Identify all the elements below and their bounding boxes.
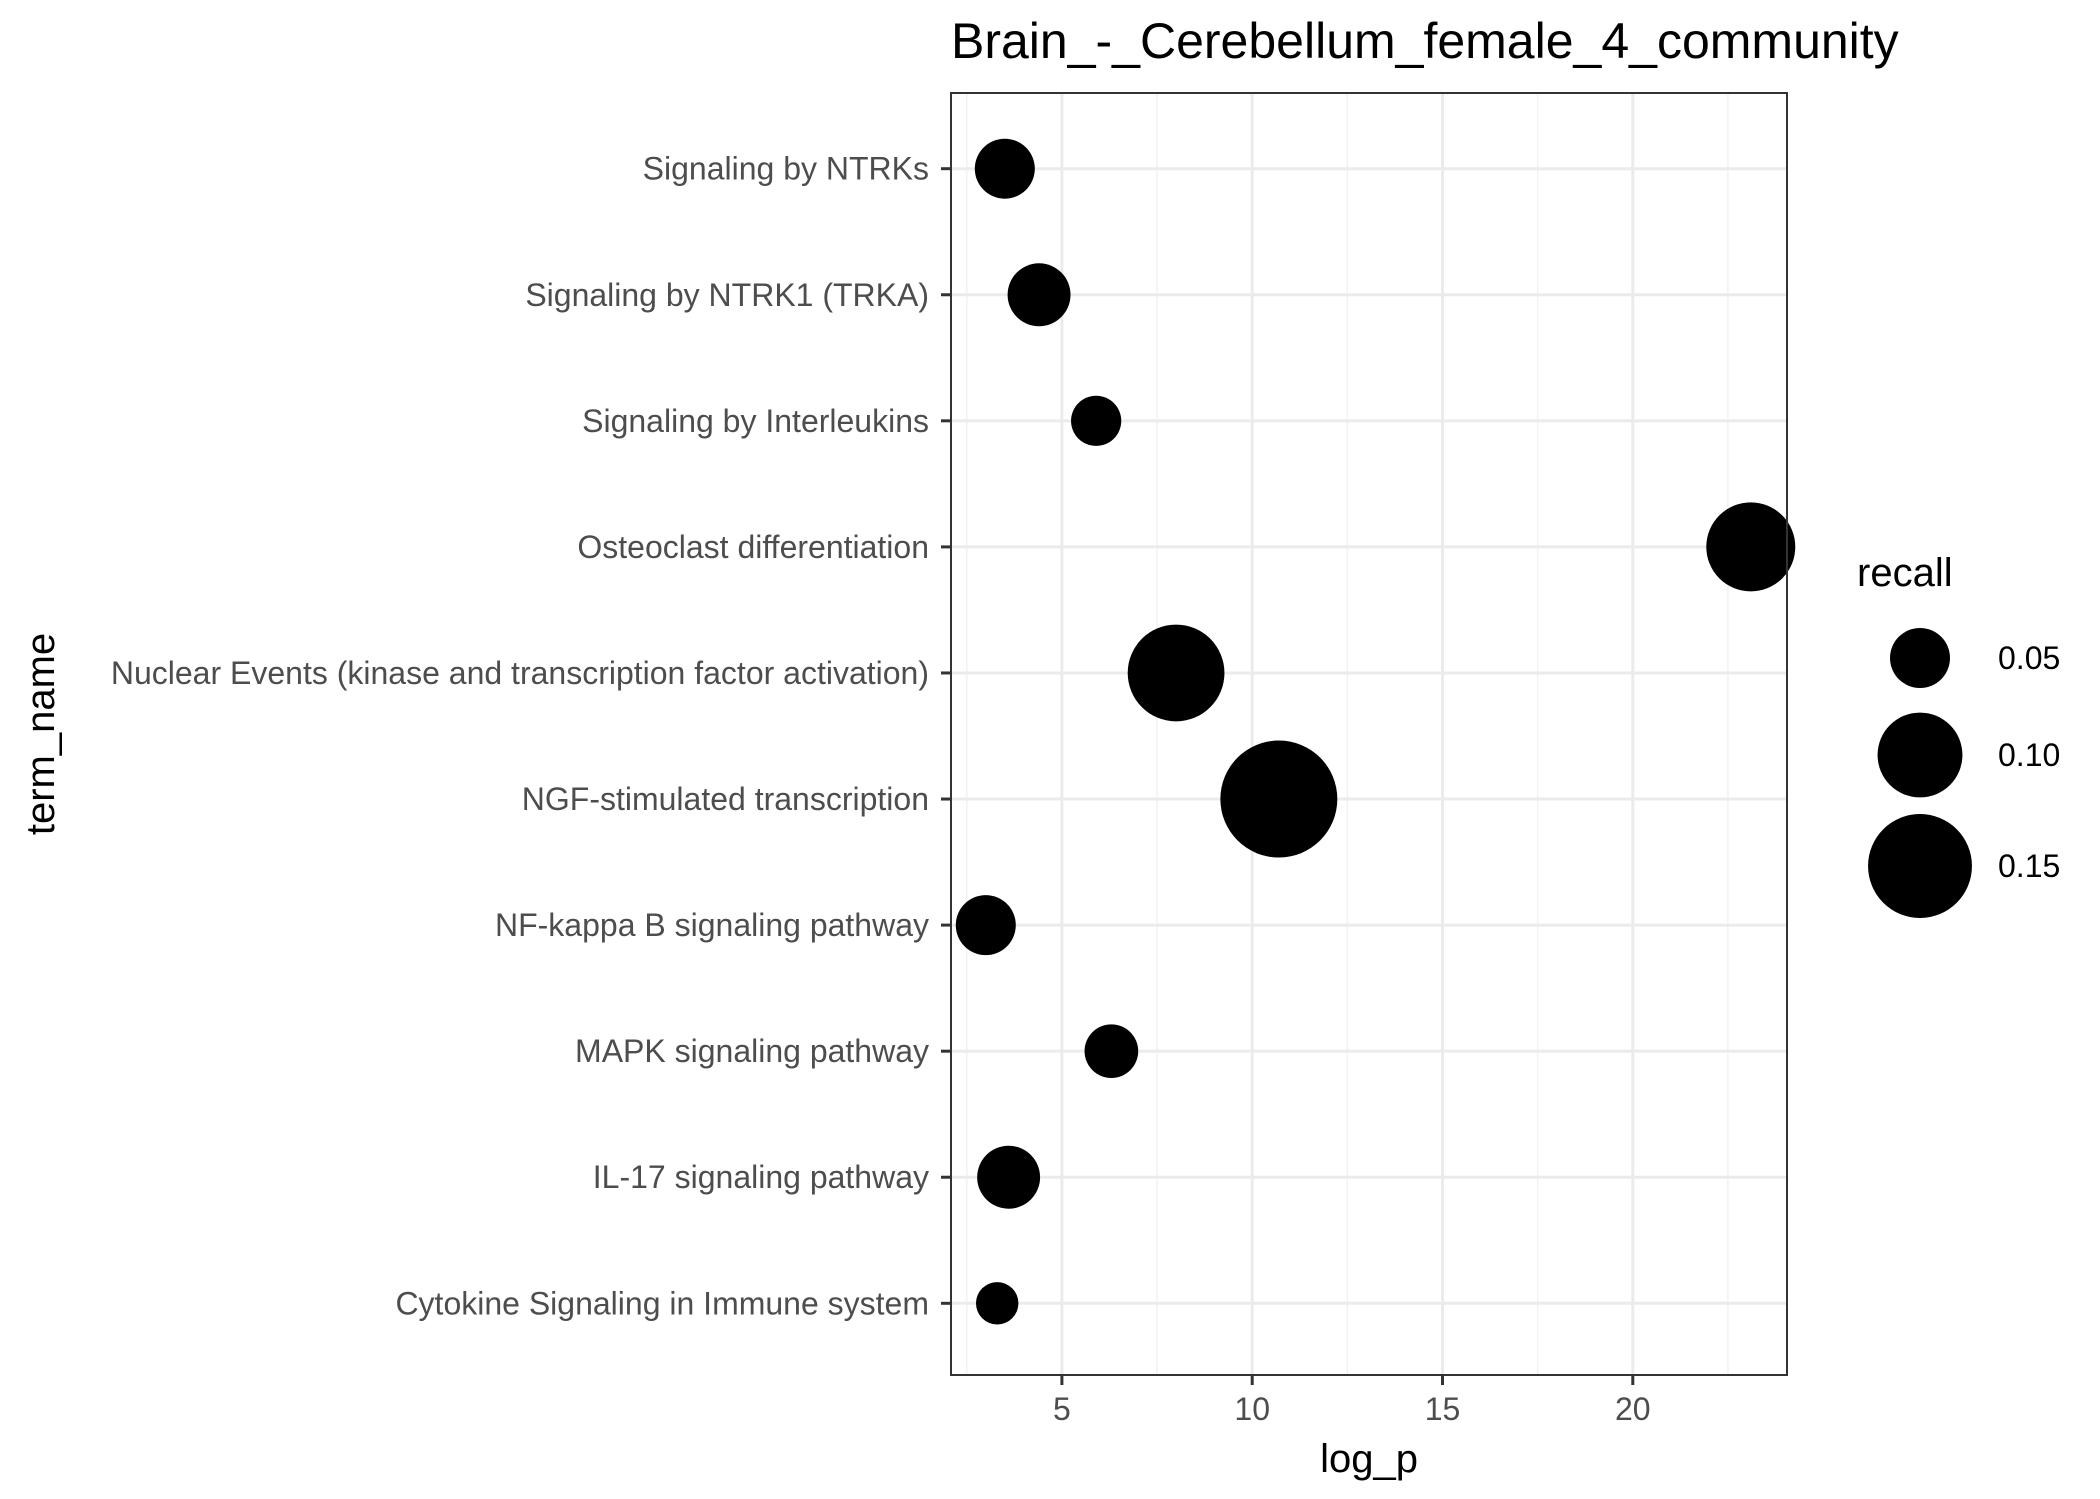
y-tick-label: Signaling by NTRKs <box>643 151 929 187</box>
y-axis-title: term_name <box>19 633 63 835</box>
data-points <box>955 138 1796 1325</box>
panel-background <box>951 93 1787 1375</box>
data-point <box>1220 740 1338 858</box>
data-point <box>974 138 1035 199</box>
data-point <box>977 1145 1041 1209</box>
y-tick-label: NF-kappa B signaling pathway <box>495 907 929 943</box>
recall-legend: recall 0.05 0.10 0.15 <box>1857 551 2060 918</box>
plot-panel <box>950 92 1796 1376</box>
chart-title: Brain_-_Cerebellum_female_4_community <box>951 13 1899 69</box>
legend-key-label: 0.05 <box>1998 640 2060 676</box>
data-point <box>1007 263 1071 327</box>
data-point <box>1127 624 1225 722</box>
data-point <box>955 895 1016 956</box>
legend-key-circle <box>1868 814 1972 918</box>
y-tick-label: MAPK signaling pathway <box>575 1033 929 1069</box>
legend-key-circle <box>1877 712 1963 798</box>
y-tick-label: IL-17 signaling pathway <box>593 1159 929 1195</box>
data-point <box>1084 1024 1139 1078</box>
x-tick-label: 15 <box>1425 1391 1461 1427</box>
x-axis: 5 10 15 20 <box>1053 1375 1651 1427</box>
x-tick-label: 10 <box>1234 1391 1270 1427</box>
y-tick-label: Nuclear Events (kinase and transcription… <box>111 655 929 691</box>
legend-key-label: 0.15 <box>1998 848 2060 884</box>
x-tick-label: 5 <box>1053 1391 1071 1427</box>
data-point <box>1071 395 1122 446</box>
y-axis: Cytokine Signaling in Immune system IL-17… <box>111 151 951 1321</box>
y-tick-label: Signaling by Interleukins <box>582 403 929 439</box>
y-tick-label: Cytokine Signaling in Immune system <box>395 1285 929 1321</box>
legend-key-label: 0.10 <box>1998 737 2060 773</box>
y-tick-label: NGF-stimulated transcription <box>522 781 929 817</box>
x-tick-label: 20 <box>1615 1391 1651 1427</box>
panel-border <box>950 92 1788 1376</box>
legend-key-circle <box>1890 628 1950 688</box>
y-tick-label: Signaling by NTRK1 (TRKA) <box>525 277 929 313</box>
y-tick-label: Osteoclast differentiation <box>577 529 929 565</box>
data-point <box>1706 502 1796 592</box>
legend-title: recall <box>1857 551 1953 595</box>
x-axis-title: log_p <box>1320 1437 1418 1481</box>
data-point <box>975 1282 1019 1325</box>
